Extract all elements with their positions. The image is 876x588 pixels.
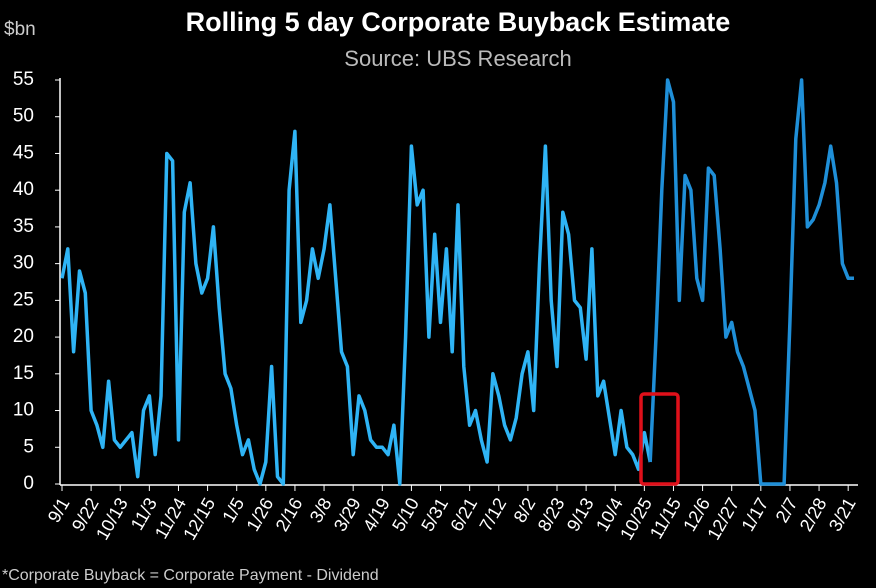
chart-subtitle: Source: UBS Research xyxy=(344,46,571,71)
y-tick-label: 55 xyxy=(13,69,34,90)
data-line xyxy=(60,129,652,486)
y-tick-label: 20 xyxy=(13,326,34,347)
y-tick-label: 5 xyxy=(23,436,34,457)
y-tick-label: 40 xyxy=(13,179,34,200)
y-tick-label: 35 xyxy=(13,216,34,237)
y-axis-label: $bn xyxy=(4,19,36,40)
y-tick-label: 0 xyxy=(23,473,34,494)
footnote: *Corporate Buyback = Corporate Payment -… xyxy=(2,567,379,584)
y-tick-label: 50 xyxy=(13,106,34,127)
y-tick-label: 15 xyxy=(13,363,34,384)
chart-title: Rolling 5 day Corporate Buyback Estimate xyxy=(186,7,731,37)
highlight-box xyxy=(639,392,680,486)
y-tick-label: 45 xyxy=(13,142,34,163)
y-tick-label: 10 xyxy=(13,400,34,421)
y-tick-label: 30 xyxy=(13,253,34,274)
y-tick-label: 25 xyxy=(13,289,34,310)
data-line xyxy=(648,78,854,486)
